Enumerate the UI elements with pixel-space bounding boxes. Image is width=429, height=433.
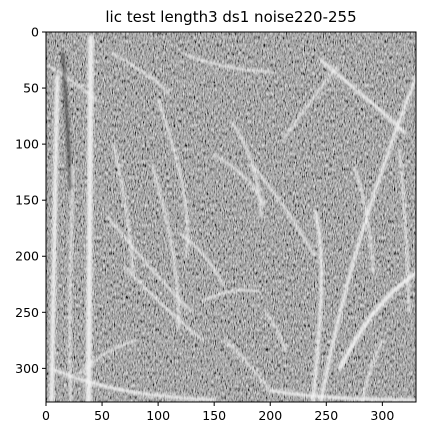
image-streak [49,366,216,402]
chart-title: lic test length3 ds1 noise220-255 [105,8,356,26]
image-streak [229,120,263,219]
image-streak [311,209,324,402]
axes-frame [45,31,417,403]
x-tick-label: 200 [258,408,282,423]
image-streak [213,154,266,207]
image-streak [47,64,98,101]
image-streak [224,339,272,392]
plot-area [46,32,416,402]
image-streak [85,34,94,402]
x-tick-label: 300 [370,408,394,423]
x-tick-label: 50 [94,408,110,423]
x-tick-label: 250 [314,408,338,423]
image-streak [179,232,225,286]
image-streak [185,53,272,73]
x-axis: 0 50 100 150 200 250 300 [42,402,394,423]
image-streak [353,165,375,275]
y-tick-label: 50 [23,81,39,96]
image-dark-streak [61,52,73,191]
x-tick-label: 150 [202,408,226,423]
image-streak [252,165,317,258]
image-streak [112,143,135,275]
image-streak [106,215,193,314]
image-streak [282,64,339,140]
y-tick-label: 0 [31,25,39,40]
y-tick-label: 300 [15,361,39,376]
image-streak [151,165,180,331]
image-streak [49,74,60,402]
image-streak [398,148,411,314]
x-tick-label: 0 [42,408,50,423]
image-streak [337,270,416,371]
image-streak [263,311,288,353]
x-tick-label: 100 [146,408,170,423]
image-streak [68,165,75,402]
y-tick-label: 200 [15,249,39,264]
y-tick-label: 150 [15,193,39,208]
y-tick-label: 250 [15,305,39,320]
y-tick-label: 100 [15,137,39,152]
image-streak [268,389,416,402]
image-streak [112,53,171,95]
image-streak [123,266,205,342]
image-streaks [47,34,416,402]
image-streak [201,288,261,303]
image-streak [78,339,137,376]
y-axis: 0 50 100 150 200 250 300 [15,25,46,376]
